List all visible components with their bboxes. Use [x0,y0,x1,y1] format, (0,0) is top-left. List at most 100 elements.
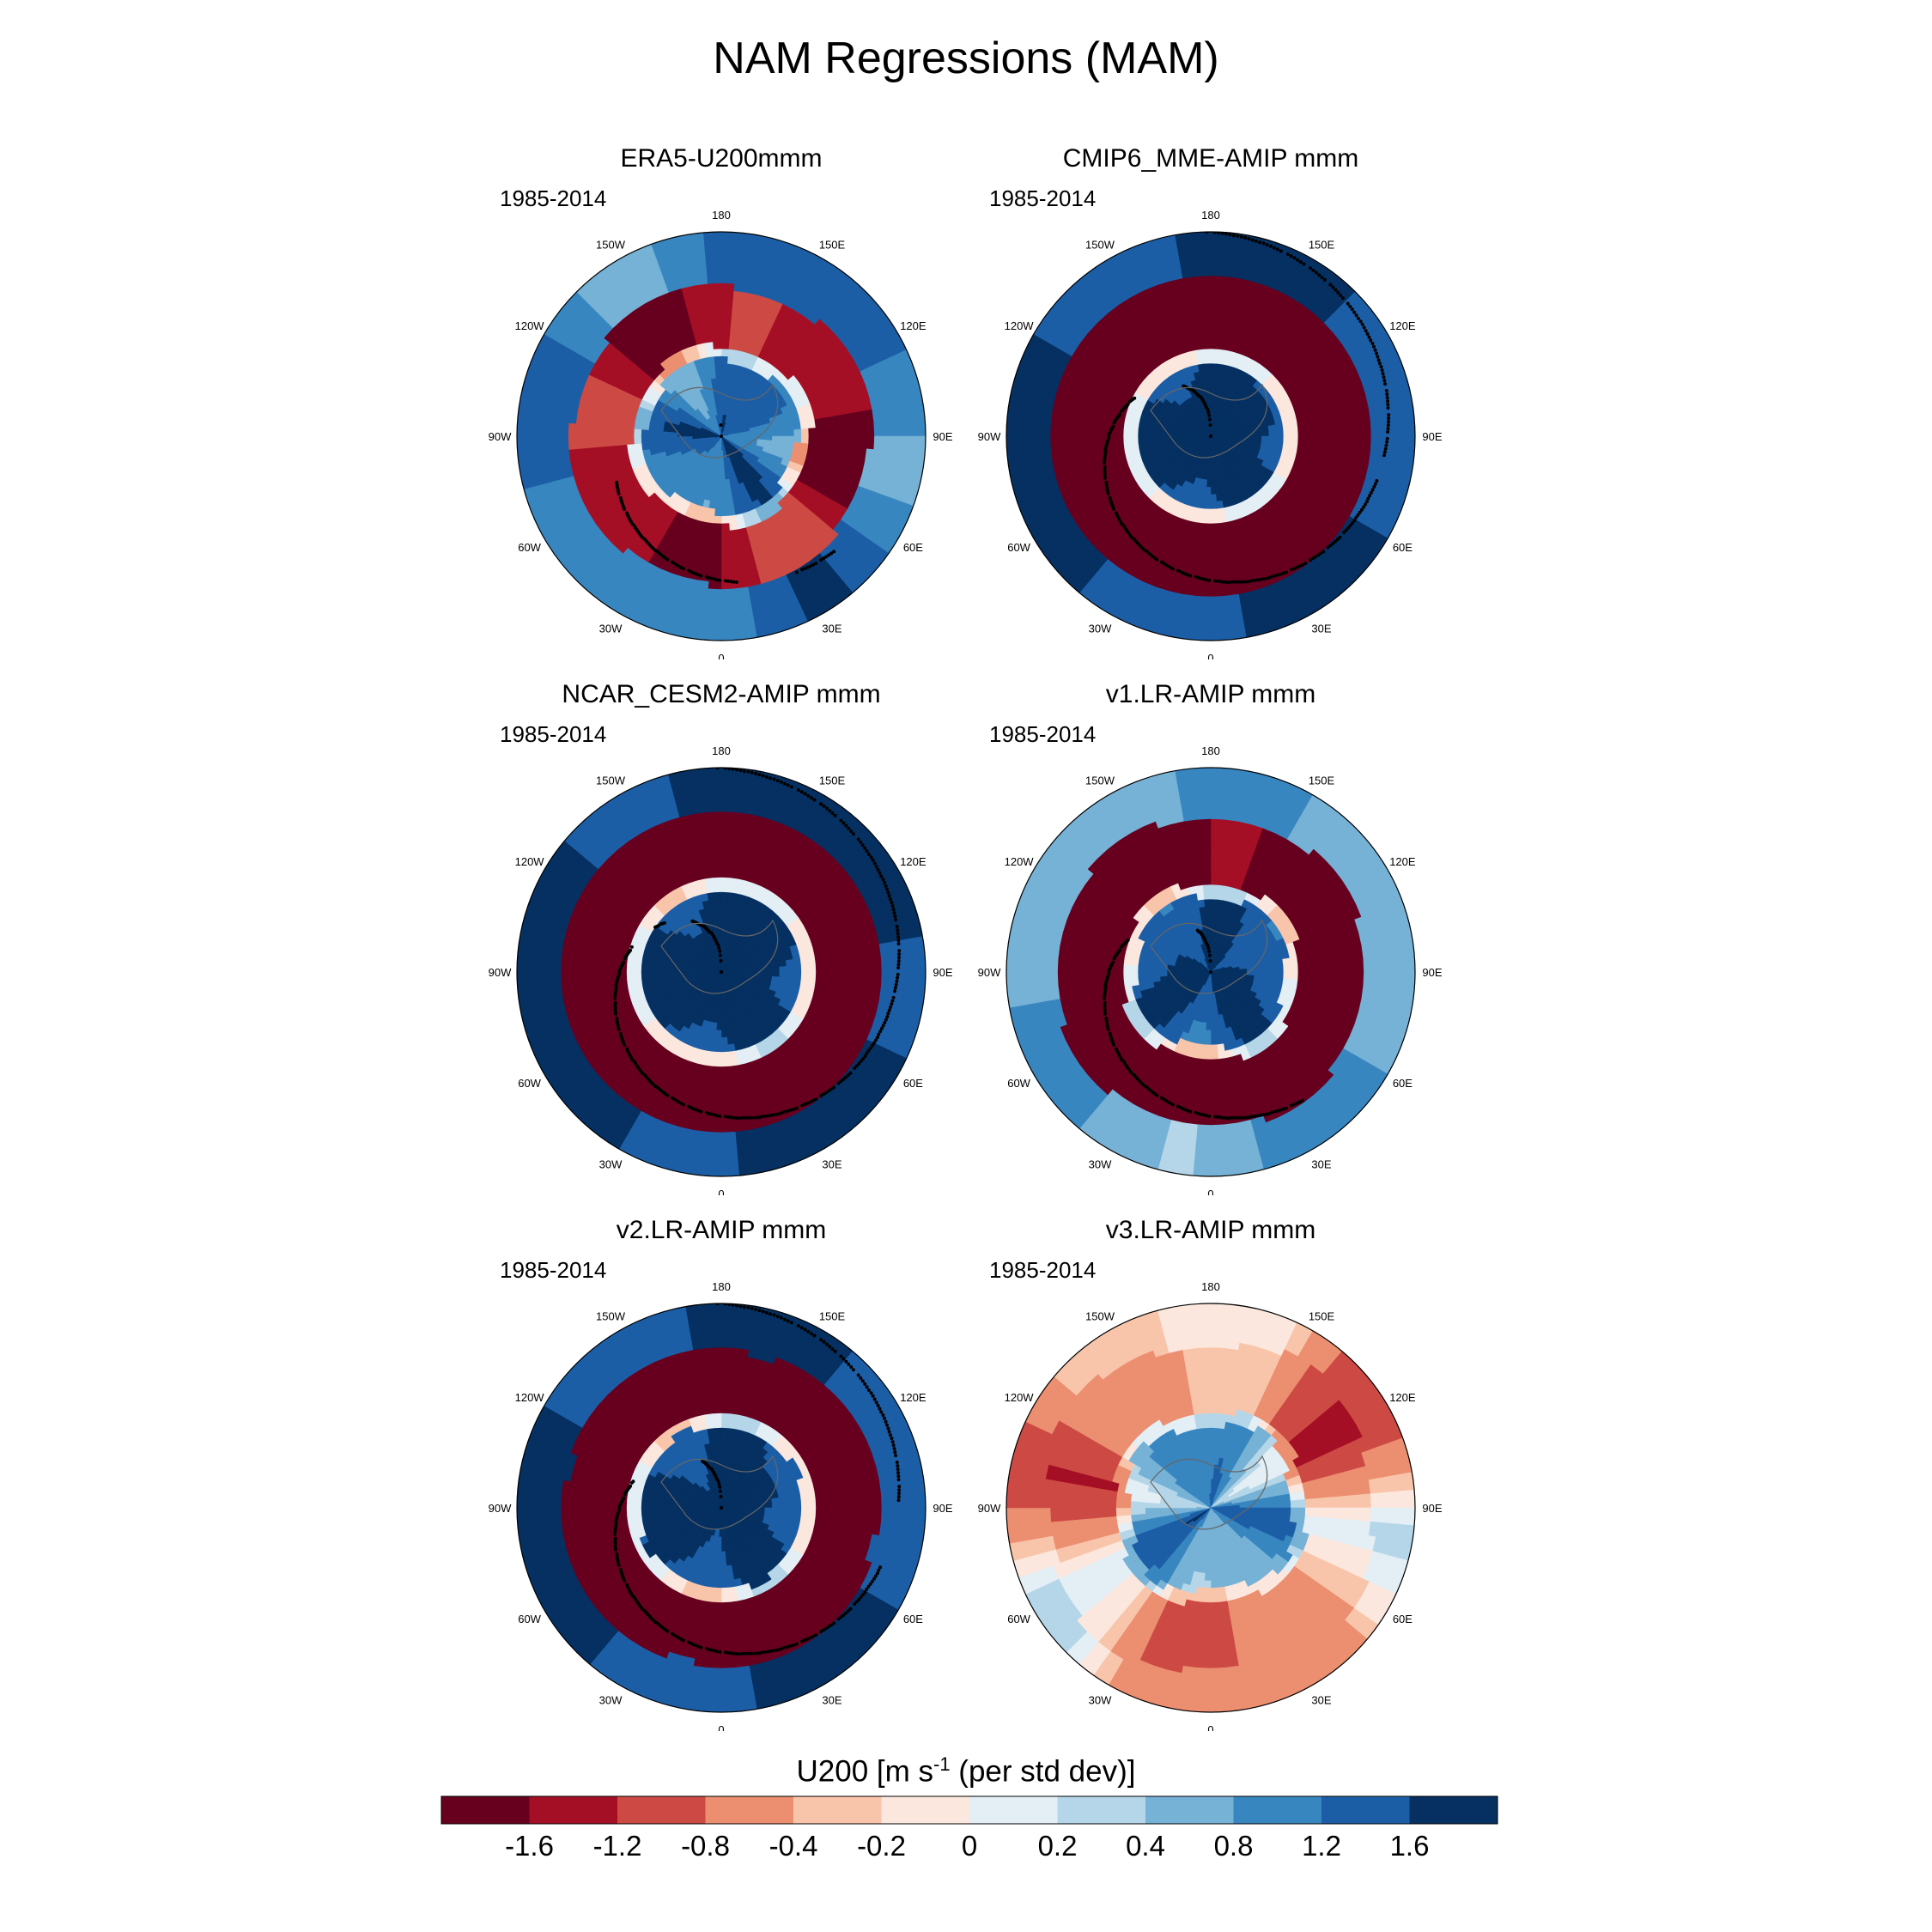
significance-dot [841,1613,846,1617]
significance-dot [1217,232,1220,234]
significance-dot [799,790,804,794]
significance-dot [1331,285,1335,289]
significance-dot [751,1115,756,1120]
significance-dot [839,1354,843,1358]
map-boundary [516,1303,927,1713]
significance-dot [878,1030,883,1034]
shaded-field [1006,1303,1415,1712]
significance-dot [796,1324,800,1327]
significance-dot [876,1571,879,1576]
significance-dot [814,1633,818,1637]
significance-dot [812,798,817,802]
significance-dot [709,1112,714,1116]
significance-dot [1350,307,1354,312]
significance-dot [1358,510,1362,514]
significance-dot [1292,256,1297,260]
significance-dot [727,1303,731,1306]
significance-dot [617,971,622,975]
significance-dot [897,952,902,957]
significance-dot [811,1634,815,1638]
longitude-label: 120E [900,1391,927,1404]
panel-title: v3.LR-AMIP mmm [1105,1216,1316,1244]
significance-dot [1338,535,1342,539]
significance-dot [794,1642,799,1646]
significance-dot [715,1649,720,1654]
significance-dot [866,1048,871,1053]
longitude-label: 0 [718,652,724,659]
significance-dot [769,1649,773,1653]
significance-dot [1209,434,1212,438]
significance-dot [859,840,863,844]
significance-dot [1298,260,1303,264]
significance-dot [632,524,636,527]
significance-dot [642,1072,647,1077]
significance-dot [729,580,733,584]
significance-dot [726,1115,731,1119]
significance-dot [786,1319,790,1323]
significance-dot [893,914,897,919]
polar-map: 180 150E 120E 90E 60E 30E 0 30W 60W 90W 120W 150W [489,209,953,659]
significance-dot [1261,1113,1266,1117]
longitude-label: 120E [1389,319,1416,332]
significance-dot [1370,488,1375,492]
significance-dot [1334,288,1338,292]
significance-dot [1292,567,1297,571]
significance-dot [1247,580,1251,584]
significance-dot [877,1032,881,1036]
coastline [1150,919,1268,994]
significance-dot [824,806,829,811]
longitude-label: 180 [712,744,731,757]
panel-period: 1985-2014 [989,721,1097,747]
significance-dot [847,826,851,830]
significance-dot [1261,241,1266,246]
longitude-label: 0 [1207,652,1213,659]
significance-dot [894,1454,897,1458]
significance-dot [822,804,826,808]
significance-dot [895,1461,899,1464]
significance-dot [632,1595,636,1599]
significance-dot [819,558,823,562]
significance-dot [1115,1047,1118,1051]
significance-dot [844,1075,848,1079]
significance-dot [1382,450,1387,454]
significance-dot [1385,440,1389,444]
significance-dot [803,792,807,796]
significance-dot [819,802,823,806]
significance-dot [1352,519,1357,523]
significance-dot [719,959,723,963]
significance-dot [805,1101,810,1105]
coastline [1150,1455,1268,1530]
significance-dot [757,1651,762,1656]
panel-period: 1985-2014 [500,1257,607,1283]
colorbar-swatch [1057,1796,1146,1824]
significance-dot [1103,465,1107,469]
significance-dot [1336,290,1340,295]
significance-dot [1373,348,1377,352]
significance-dot [1186,573,1190,577]
longitude-label: 150W [1085,775,1115,787]
coastline [660,383,779,459]
significance-dot [1359,507,1364,512]
significance-dot [894,918,897,922]
map-panel: ERA5-U200mmm 1985-2014 180 150E 120E 90E 60E 30… [447,144,996,659]
significance-dot [1264,1112,1268,1116]
longitude-label: 90E [1422,966,1442,979]
significance-dot [629,1484,633,1488]
significance-dot [871,858,875,862]
significance-dot [1381,372,1385,376]
longitude-label: 120E [900,319,927,332]
significance-dot [1279,572,1283,576]
significance-dot [1356,513,1360,517]
significance-dot [1103,986,1108,990]
significance-dot [698,923,702,927]
significance-dot [729,1651,733,1656]
significance-dot [629,945,634,949]
significance-dot [868,1046,872,1050]
longitude-label: 150W [1085,239,1115,252]
significance-dot [1356,316,1360,320]
significance-dot [824,1626,829,1631]
significance-dot [618,1567,623,1571]
significance-dot [715,1114,720,1118]
significance-dot [832,550,836,554]
significance-dot [742,1305,746,1309]
